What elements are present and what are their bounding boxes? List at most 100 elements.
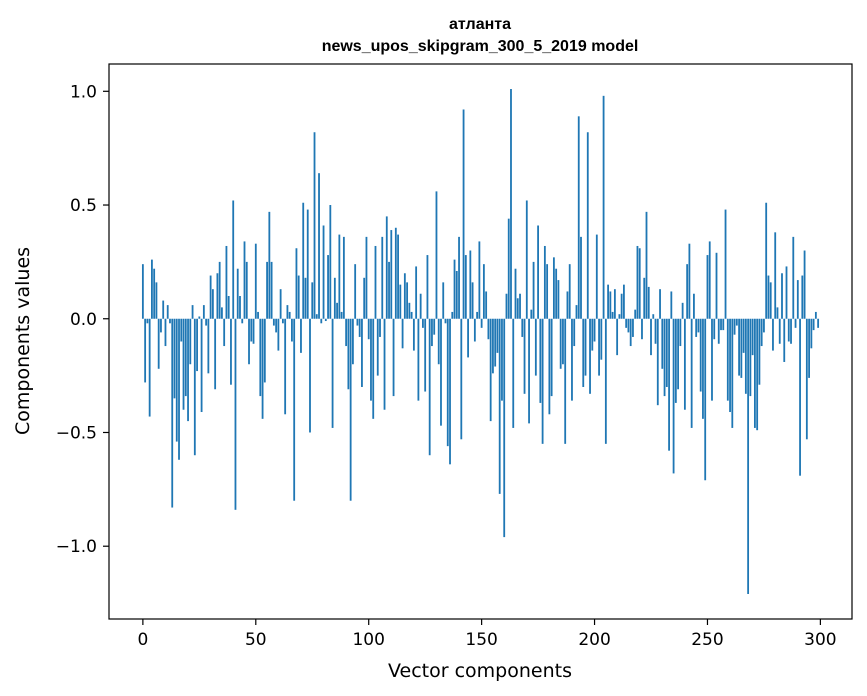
bar-145 (469, 250, 472, 319)
bar-43 (239, 296, 241, 319)
bar-121 (415, 266, 418, 319)
bar-296 (810, 318, 813, 349)
bar-242 (688, 243, 691, 319)
bar-163 (510, 89, 512, 319)
bar-9 (162, 300, 165, 319)
bar-107 (383, 318, 386, 410)
bar-191 (573, 318, 576, 347)
bar-146 (471, 282, 474, 319)
bar-60 (277, 318, 280, 351)
bar-277 (767, 275, 770, 319)
bar-182 (552, 257, 555, 319)
bar-57 (270, 261, 273, 319)
bar-267 (744, 318, 747, 394)
bar-63 (284, 318, 287, 415)
bar-285 (785, 266, 788, 319)
bar-155 (492, 318, 494, 374)
bar-93 (352, 318, 354, 365)
bar-259 (726, 318, 729, 401)
bar-42 (236, 268, 239, 319)
bar-110 (390, 230, 393, 319)
bar-202 (598, 318, 600, 376)
bar-258 (724, 209, 727, 319)
y-tick-label: 1.0 (70, 82, 97, 102)
bar-126 (426, 255, 429, 319)
bar-56 (268, 211, 271, 319)
bar-295 (808, 318, 810, 378)
bar-291 (799, 318, 801, 476)
bar-265 (740, 318, 743, 378)
bar-147 (473, 318, 476, 342)
bar-284 (783, 318, 786, 362)
bar-243 (690, 318, 693, 428)
bar-87 (338, 234, 341, 319)
bar-139 (455, 270, 458, 319)
bar-69 (297, 275, 300, 319)
bar-123 (419, 293, 422, 319)
bar-75 (311, 282, 314, 319)
bar-190 (571, 318, 573, 401)
bar-269 (749, 318, 752, 397)
bar-136 (449, 318, 451, 465)
bar-246 (697, 318, 700, 333)
bar-105 (379, 318, 381, 337)
bar-222 (643, 277, 646, 319)
bar-203 (600, 318, 603, 360)
bar-141 (460, 318, 463, 440)
bar-169 (523, 318, 526, 394)
bar-198 (589, 318, 591, 394)
bar-51 (257, 311, 259, 319)
bar-18 (182, 318, 185, 410)
bar-122 (417, 318, 420, 401)
bar-95 (356, 318, 359, 326)
bar-109 (388, 261, 390, 319)
plot-frame (108, 63, 853, 620)
bar-197 (586, 132, 589, 319)
bar-0 (141, 264, 144, 319)
bar-229 (659, 289, 661, 319)
bar-168 (521, 318, 524, 337)
bar-144 (467, 318, 469, 358)
bar-180 (548, 318, 551, 415)
bar-158 (498, 318, 501, 494)
bar-280 (774, 232, 777, 319)
bar-233 (668, 318, 670, 451)
bar-129 (433, 318, 436, 335)
bar-131 (437, 318, 440, 365)
bar-254 (715, 252, 718, 319)
bar-85 (333, 277, 336, 319)
bar-172 (530, 309, 533, 319)
bar-227 (654, 318, 657, 344)
bar-209 (613, 289, 616, 319)
bar-15 (175, 318, 178, 442)
bar-260 (729, 318, 731, 413)
bar-34 (218, 261, 221, 319)
y-tick-label: 0.0 (70, 310, 97, 330)
bar-289 (794, 318, 797, 328)
bar-162 (507, 218, 510, 319)
bar-13 (171, 318, 174, 508)
bar-236 (674, 318, 677, 403)
bar-39 (230, 318, 232, 385)
bar-218 (634, 309, 637, 319)
bar-286 (787, 318, 790, 342)
bar-31 (211, 289, 214, 319)
bar-71 (302, 202, 305, 319)
x-tick-label: 300 (804, 630, 836, 650)
bar-237 (677, 318, 680, 390)
bar-231 (663, 318, 666, 397)
bar-128 (431, 318, 433, 347)
bar-278 (769, 282, 772, 319)
bar-38 (227, 296, 230, 319)
bar-228 (656, 318, 659, 406)
bar-135 (446, 318, 449, 447)
bar-27 (202, 305, 205, 319)
bar-68 (295, 248, 298, 319)
bar-58 (272, 318, 275, 326)
bar-143 (464, 255, 467, 319)
bar-211 (618, 314, 621, 319)
bar-207 (609, 291, 612, 319)
bar-257 (722, 318, 725, 331)
bar-52 (259, 318, 262, 397)
